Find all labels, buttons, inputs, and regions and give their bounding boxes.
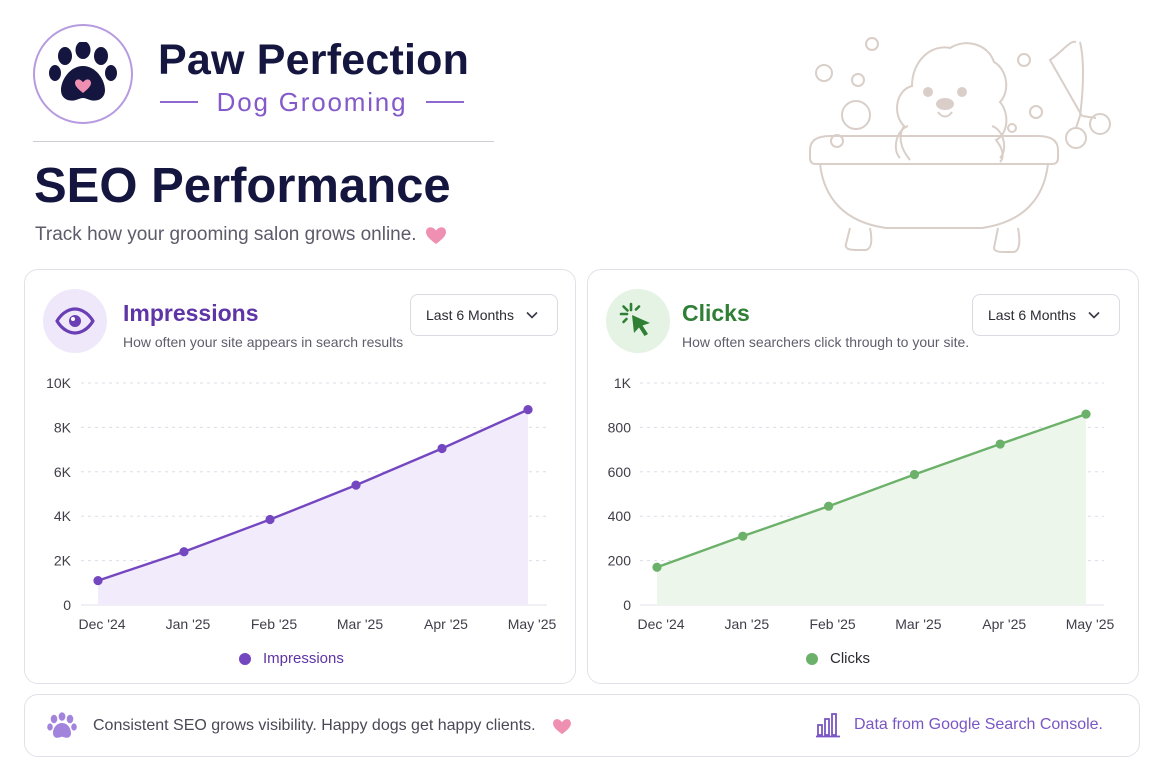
- clicks-data-point: [995, 439, 1005, 449]
- impressions-legend-label: Impressions: [263, 650, 344, 667]
- clicks-legend-swatch: [806, 652, 818, 665]
- cursor-click-icon: [619, 302, 650, 336]
- page-subtitle-row: Track how your grooming salon grows onli…: [35, 224, 447, 246]
- clicks-y-tick-label: 800: [608, 419, 632, 435]
- impressions-chart: 0 2K 4K 6K 8K 10K Dec '24 Jan '25 Feb '25 Mar '25…: [46, 375, 557, 632]
- clicks-icon-badge: [606, 289, 670, 353]
- brand-name: Paw Perfection: [158, 36, 470, 84]
- clicks-title: Clicks: [682, 300, 750, 326]
- clicks-period-dropdown[interactable]: Last 6 Months: [972, 294, 1120, 336]
- clicks-data-point: [1081, 409, 1091, 419]
- impressions-icon-badge: [43, 289, 107, 353]
- clicks-card: Clicks How often searchers click through…: [587, 269, 1139, 684]
- tagline-divider-left: [160, 101, 198, 103]
- clicks-y-tick-label: 200: [608, 553, 632, 569]
- dog-bathtub-illustration: [809, 37, 1111, 253]
- clicks-y-tick-label: 600: [608, 464, 632, 480]
- footer-source-row: Data from Google Search Console.: [815, 712, 1103, 738]
- clicks-x-tick-label: Feb '25: [809, 616, 855, 632]
- impressions-y-tick-label: 0: [63, 597, 71, 613]
- chevron-down-icon: [1088, 311, 1100, 319]
- impressions-x-tick-label: Apr '25: [424, 616, 468, 632]
- impressions-title: Impressions: [123, 300, 259, 326]
- impressions-series-line: [97, 408, 529, 582]
- footer-message: Consistent SEO grows visibility. Happy d…: [93, 717, 536, 734]
- page-subtitle: Track how your grooming salon grows onli…: [35, 224, 417, 245]
- clicks-y-tick-label: 0: [623, 597, 631, 613]
- clicks-data-point: [738, 531, 748, 541]
- eye-icon: [55, 307, 95, 335]
- clicks-chart: 0 200 400 600 800 1K Dec '24 Jan '25 Feb '25 Mar …: [608, 375, 1115, 632]
- footer-source: Data from Google Search Console.: [853, 716, 1103, 733]
- clicks-area-fill: [657, 414, 1086, 605]
- brand-tagline-row: Dog Grooming: [160, 87, 464, 117]
- clicks-legend: Clicks: [806, 650, 870, 667]
- clicks-y-tick-label: 400: [608, 508, 632, 524]
- page-title: SEO Performance: [34, 159, 451, 213]
- impressions-legend-swatch: [239, 652, 251, 665]
- clicks-x-tick-label: Jan '25: [724, 616, 769, 632]
- impressions-data-point: [523, 405, 533, 415]
- clicks-series-line: [656, 412, 1087, 569]
- impressions-y-tick-label: 2K: [54, 553, 72, 569]
- paw-icon: [47, 712, 77, 738]
- clicks-data-point: [824, 501, 834, 511]
- impressions-x-tick-label: Mar '25: [337, 616, 383, 632]
- footer-message-row: Consistent SEO grows visibility. Happy d…: [47, 712, 572, 740]
- impressions-x-tick-label: Jan '25: [166, 616, 211, 632]
- header-divider: [33, 141, 494, 142]
- clicks-x-tick-label: Apr '25: [982, 616, 1026, 632]
- impressions-data-point: [265, 514, 275, 525]
- impressions-y-tick-label: 4K: [54, 508, 72, 524]
- impressions-x-tick-label: Feb '25: [251, 616, 297, 632]
- brand-tagline: Dog Grooming: [216, 86, 408, 117]
- clicks-x-tick-label: May '25: [1066, 616, 1115, 632]
- clicks-period-value: Last 6 Months: [988, 307, 1076, 323]
- impressions-legend: Impressions: [239, 650, 344, 667]
- footer-bar: Consistent SEO grows visibility. Happy d…: [24, 694, 1140, 757]
- heart-icon: [552, 718, 571, 734]
- clicks-data-point: [652, 562, 662, 572]
- clicks-description: How often searchers click through to you…: [682, 334, 970, 350]
- paw-heart-icon: [49, 42, 117, 101]
- impressions-data-point: [179, 547, 189, 557]
- impressions-y-tick-label: 6K: [54, 464, 72, 480]
- impressions-x-tick-label: Dec '24: [78, 616, 125, 632]
- impressions-x-tick-label: May '25: [508, 616, 557, 632]
- impressions-y-tick-label: 10K: [46, 375, 72, 391]
- impressions-y-tick-label: 8K: [54, 419, 72, 435]
- tagline-divider-right: [426, 101, 464, 103]
- heart-icon: [425, 226, 446, 244]
- impressions-period-value: Last 6 Months: [426, 307, 514, 323]
- clicks-x-tick-label: Mar '25: [895, 616, 941, 632]
- impressions-data-point: [93, 575, 103, 586]
- clicks-legend-label: Clicks: [830, 650, 870, 667]
- chevron-down-icon: [526, 311, 538, 319]
- impressions-description: How often your site appears in search re…: [123, 334, 404, 350]
- impressions-data-point: [351, 480, 361, 490]
- impressions-data-point: [437, 443, 447, 454]
- clicks-data-point: [909, 469, 919, 480]
- impressions-card: Impressions How often your site appears …: [24, 269, 576, 684]
- bar-chart-icon: [815, 713, 840, 738]
- clicks-x-tick-label: Dec '24: [637, 616, 684, 632]
- brand-logo: [33, 24, 133, 124]
- impressions-period-dropdown[interactable]: Last 6 Months: [410, 294, 558, 336]
- clicks-y-tick-label: 1K: [614, 375, 632, 391]
